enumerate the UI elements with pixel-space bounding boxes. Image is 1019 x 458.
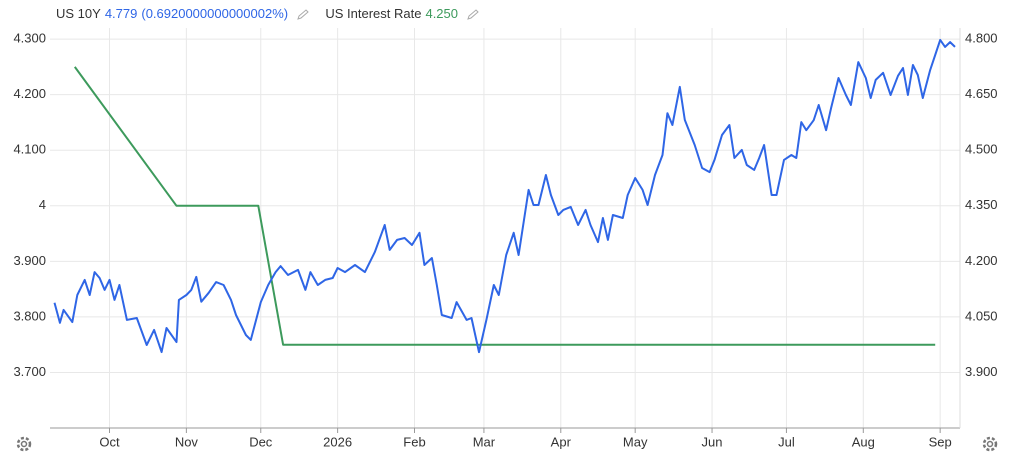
y-tick-label: 4.200 — [13, 86, 46, 101]
x-tick-label: Nov — [175, 434, 199, 449]
settings-icon[interactable] — [982, 436, 998, 452]
series-line — [73, 66, 936, 346]
settings-icon[interactable] — [16, 436, 32, 452]
x-tick-label: Jun — [702, 434, 723, 449]
x-tick-label: Apr — [551, 434, 572, 449]
legend: US 10Y 4.779 (0.6920000000000002%) US Inte… — [56, 6, 492, 21]
y2-tick-label: 4.050 — [965, 308, 998, 323]
edit-icon[interactable] — [296, 8, 310, 21]
x-tick-label: Oct — [99, 434, 120, 449]
x-tick-label: Mar — [473, 434, 496, 449]
y-tick-label: 3.700 — [13, 364, 46, 379]
x-tick-label: Feb — [403, 434, 425, 449]
series-line — [53, 38, 956, 354]
x-tick-label: Aug — [852, 434, 875, 449]
y2-tick-label: 4.650 — [965, 86, 998, 101]
x-tick-label: Dec — [249, 434, 273, 449]
y2-tick-label: 4.200 — [965, 253, 998, 268]
y-tick-label: 3.900 — [13, 253, 46, 268]
y2-tick-label: 4.500 — [965, 142, 998, 157]
legend-change: (0.6920000000000002%) — [141, 6, 289, 21]
x-tick-label: May — [623, 434, 648, 449]
y2-tick-label: 4.800 — [965, 31, 998, 46]
y-tick-label: 3.800 — [13, 308, 46, 323]
y2-tick-label: 4.350 — [965, 197, 998, 212]
y-tick-label: 4.300 — [13, 31, 46, 46]
legend-value: 4.779 — [104, 6, 138, 21]
edit-icon[interactable] — [466, 8, 480, 21]
x-tick-label: Sep — [929, 434, 952, 449]
legend-name: US Interest Rate — [325, 6, 422, 21]
y-tick-label: 4.100 — [13, 142, 46, 157]
y-tick-label: 4 — [39, 197, 46, 212]
x-tick-label: Jul — [778, 434, 795, 449]
x-tick-label: 2026 — [323, 434, 352, 449]
y2-tick-label: 3.900 — [965, 364, 998, 379]
legend-value: 4.250 — [425, 6, 459, 21]
legend-name: US 10Y — [56, 6, 101, 21]
